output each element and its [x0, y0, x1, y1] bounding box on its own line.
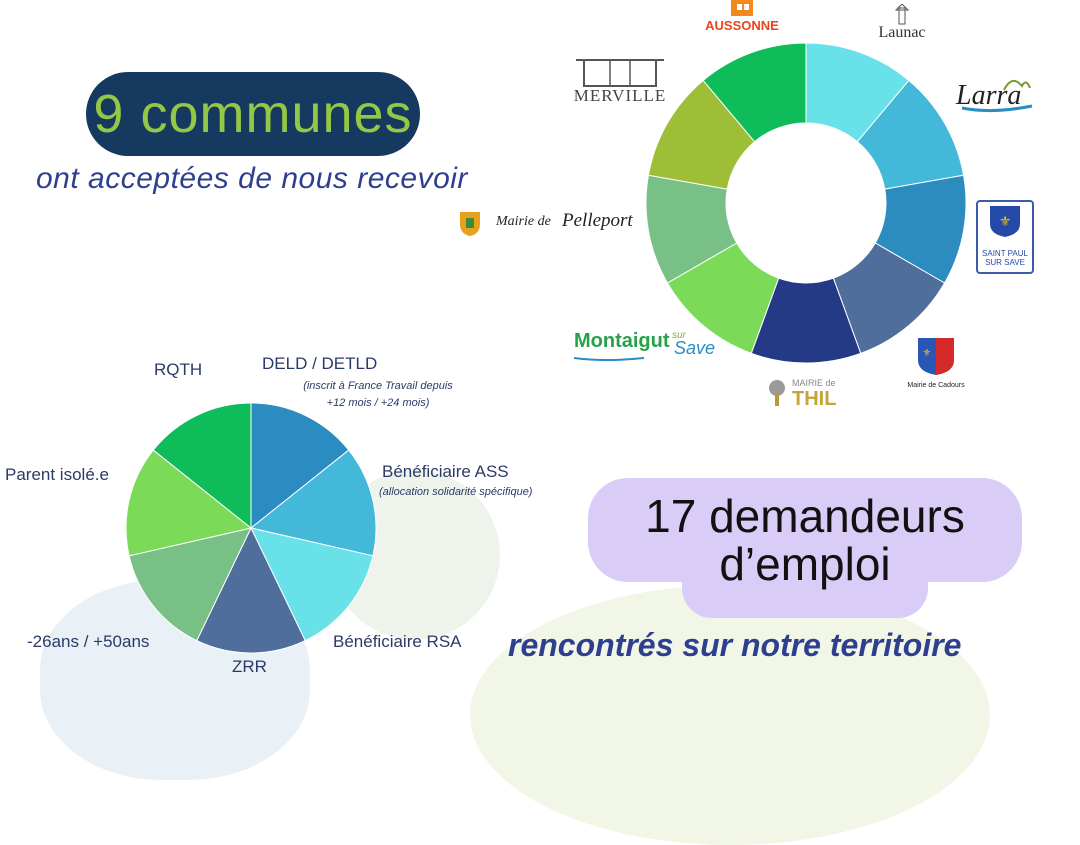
demandeurs-line-2: d’emploi: [719, 538, 891, 590]
demandeurs-pill-tab: [682, 560, 928, 618]
thil-tree-icon: [769, 380, 785, 406]
merville-text: MERVILLE: [573, 86, 667, 105]
pie-slice-2: [249, 449, 377, 557]
pelleport-prefix: Mairie de: [496, 214, 551, 229]
montaigut-sur-text: sur: [672, 330, 686, 341]
aussonne-logo: AUSSONNE: [704, 0, 780, 36]
pie-label-deld: DELD / DETLD: [262, 354, 377, 373]
pie-label-rqth: RQTH: [154, 360, 202, 379]
demandeurs-count: 17 demandeurs d’emploi: [588, 492, 1022, 588]
pie-label-age: -26ans / +50ans: [27, 632, 149, 651]
montaigut-wave-icon: [574, 357, 645, 361]
profiles-pie-chart: [125, 402, 377, 654]
merville-chateau-icon: [576, 59, 664, 87]
aussonne-emblem-icon: [731, 0, 753, 16]
saint-paul-text-1: SAINT PAUL: [982, 249, 1028, 258]
donut-slice-9: [702, 42, 807, 143]
svg-text:⚜: ⚜: [999, 214, 1012, 230]
saint-paul-shield-icon: ⚜: [990, 206, 1020, 237]
pie-note-deld-1: (inscrit à France Travail depuis: [303, 380, 453, 392]
saint-paul-logo: ⚜ SAINT PAUL SUR SAVE: [976, 200, 1034, 274]
pie-slice-4: [196, 526, 306, 654]
pelleport-logo: Mairie de Pelleport: [458, 208, 642, 238]
pie-label-parent: Parent isolé.e: [5, 465, 109, 484]
pelleport-name: Pelleport: [562, 210, 633, 231]
cadours-text: Mairie de Cadours: [907, 382, 965, 389]
thil-text-2: THIL: [792, 388, 837, 410]
pie-label-rsa: Bénéficiaire RSA: [333, 632, 462, 651]
charts-canvas: DELD / DETLD (inscrit à France Travail d…: [5, 42, 967, 675]
pie-slice-6: [125, 449, 253, 557]
svg-text:⚜: ⚜: [923, 348, 932, 359]
demandeurs-subtitle: rencontrés sur notre territoire: [508, 627, 962, 663]
cadours-shield-icon: ⚜: [918, 338, 954, 375]
pie-slice-3: [250, 527, 374, 642]
aussonne-text: AUSSONNE: [705, 18, 779, 33]
pelleport-shield-icon: [460, 212, 480, 236]
launac-logo: Launac: [872, 3, 932, 44]
saint-paul-text-2: SUR SAVE: [985, 258, 1025, 267]
cadours-logo: ⚜ Mairie de Cadours: [896, 336, 966, 392]
montaigut-text: Montaigut: [574, 330, 670, 352]
thil-text-1: MAIRIE de: [792, 378, 836, 388]
communes-donut-chart: [645, 42, 967, 364]
montaigut-save-text: Save: [674, 338, 716, 358]
demandeurs-line-1: 17 demandeurs: [645, 490, 965, 542]
pie-slice-7: [152, 402, 252, 530]
launac-text: Launac: [878, 24, 926, 41]
larra-text: Larra: [956, 80, 1022, 111]
pie-slice-5: [128, 527, 252, 642]
launac-church-icon: [894, 3, 910, 25]
communes-subtitle: ont acceptées de nous recevoir: [36, 162, 468, 195]
pie-label-zrr: ZRR: [232, 657, 267, 675]
larra-emblem-icon: [961, 79, 1033, 113]
pie-note-ass: (allocation solidarité spécifique): [379, 486, 533, 498]
pie-label-ass: Bénéficiaire ASS: [382, 462, 509, 481]
merville-logo: MERVILLE: [570, 54, 670, 105]
pie-note-deld-2: +12 mois / +24 mois): [327, 397, 430, 409]
communes-count: 9 communes: [93, 84, 413, 144]
larra-logo: Larra: [952, 70, 1036, 116]
thil-logo: MAIRIE de THIL: [766, 378, 842, 412]
pie-slice-1: [250, 402, 350, 530]
montaigut-logo: Montaigut sur Save: [574, 330, 715, 370]
communes-count-pill: 9 communes: [86, 72, 420, 156]
